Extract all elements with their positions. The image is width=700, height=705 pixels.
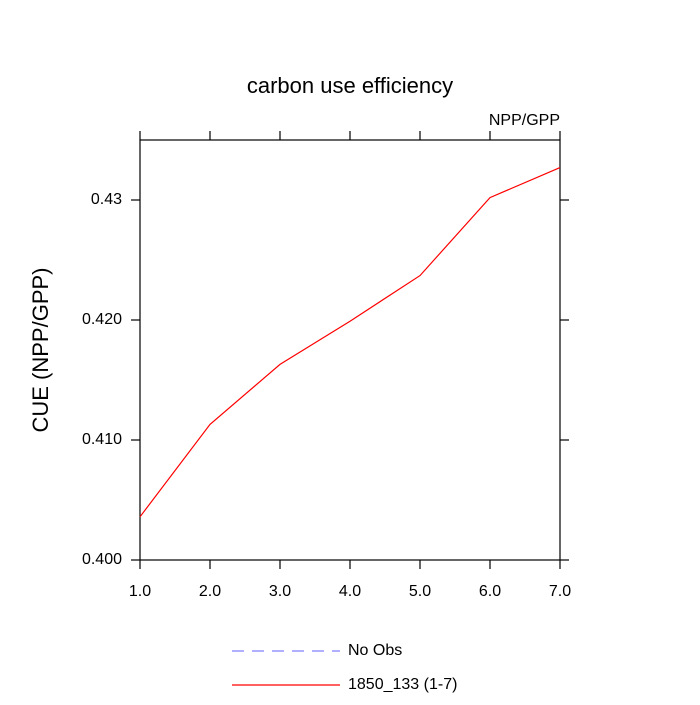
plot-frame (139, 139, 561, 561)
x-tick-label: 2.0 (199, 583, 221, 600)
y-tick-label: 0.400 (82, 551, 122, 568)
x-tick-label: 4.0 (339, 583, 361, 600)
x-tick-label: 3.0 (269, 583, 291, 600)
x-tick-label: 6.0 (479, 583, 501, 600)
x-tick-label: 1.0 (129, 583, 151, 600)
y-tick-label: 0.43 (91, 191, 122, 208)
y-axis-label: CUE (NPP/GPP) (28, 267, 53, 432)
x-tick-label: 7.0 (549, 583, 571, 600)
y-tick-label: 0.420 (82, 311, 122, 328)
legend-label: 1850_133 (1-7) (348, 676, 457, 693)
x-tick-label: 5.0 (409, 583, 431, 600)
y-tick-label: 0.410 (82, 431, 122, 448)
chart-subtitle: NPP/GPP (489, 112, 560, 129)
data-line (139, 167, 561, 518)
legend-label: No Obs (348, 642, 402, 659)
chart-title: carbon use efficiency (247, 73, 453, 98)
